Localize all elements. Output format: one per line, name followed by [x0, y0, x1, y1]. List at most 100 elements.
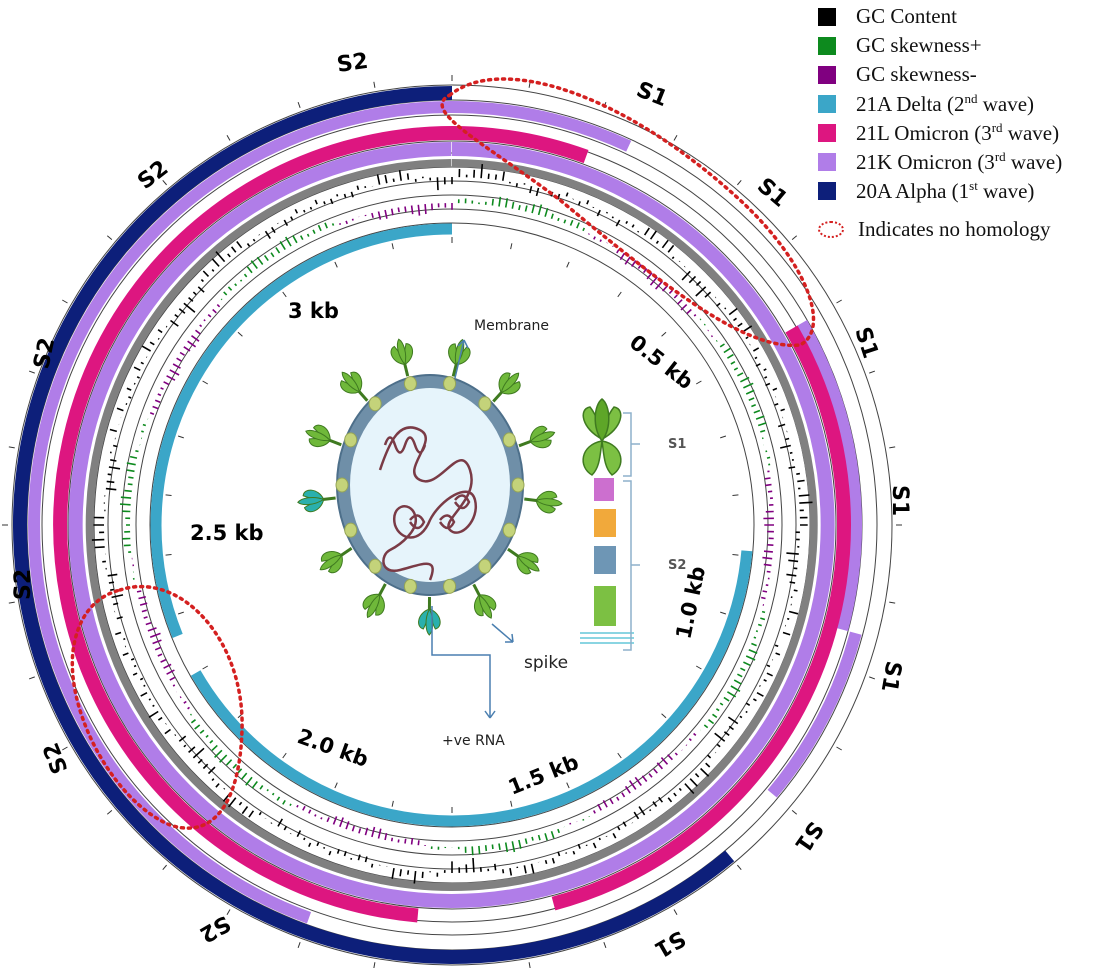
spike-petal — [305, 430, 332, 442]
membrane-protein-dot — [502, 432, 516, 448]
legend-label: GC Content — [856, 4, 957, 28]
spike-petal — [319, 554, 343, 571]
scale-tick — [391, 800, 394, 807]
spike-domain-orange — [594, 509, 616, 537]
segment-label-s1: S1 — [633, 77, 671, 112]
s2-domain-label: S2 — [668, 558, 686, 573]
virus-illustration: Membrane spike +ve RNA — [297, 318, 568, 749]
outer-tick — [226, 135, 231, 141]
s1-head — [582, 398, 622, 476]
gc-content-track — [91, 164, 813, 884]
scale-tick — [695, 380, 702, 385]
spike-petal — [516, 555, 540, 572]
omicron-21k-outer-segment — [767, 631, 862, 798]
outer-tick — [226, 909, 231, 915]
membrane-label: Membrane — [474, 318, 549, 334]
spike-petal — [478, 594, 493, 619]
membrane-protein-dot — [478, 396, 492, 412]
legend-item-20a-alpha: 20A Alpha (1st wave) — [818, 176, 1103, 205]
spike-proteins — [297, 338, 563, 636]
omicron-21k-segment — [796, 320, 862, 632]
segment-label-s1: S1 — [789, 817, 827, 857]
spike-protein-schematic: S1 S2 — [580, 398, 686, 651]
outer-tick — [836, 746, 842, 751]
scale-tick — [202, 380, 209, 385]
legend-label: 20A Alpha (1st wave) — [856, 177, 1035, 203]
scale-tick — [165, 494, 172, 497]
segment-label-s1: S1 — [876, 659, 906, 694]
membrane-protein-dot — [403, 578, 417, 594]
scale-tick — [510, 243, 513, 250]
delta-21a-track-top — [150, 223, 453, 638]
legend-item-21l-omicron: 21L Omicron (3rd wave) — [818, 118, 1103, 147]
legend-swatch — [818, 65, 836, 84]
outer-tick — [603, 942, 607, 949]
legend-swatch — [818, 7, 836, 26]
legend-swatch — [818, 36, 836, 55]
legend-item-gc-skew-positive: GC skewness+ — [818, 31, 1103, 60]
membrane-protein-dot — [403, 376, 417, 392]
segment-label-s1: S1 — [650, 925, 689, 962]
outer-tick — [297, 942, 301, 949]
outer-tick — [162, 864, 167, 871]
spike-petal — [535, 498, 563, 507]
outer-tick — [889, 601, 896, 604]
spike-petal — [454, 338, 465, 366]
scale-tick — [202, 665, 209, 670]
spike-petal — [366, 593, 381, 619]
outer-tick — [737, 864, 742, 871]
omicron-21k-outer-track — [28, 101, 632, 924]
spike-protein — [524, 490, 563, 514]
legend-item-gc-content: GC Content — [818, 2, 1103, 31]
scale-label-0.5kb: 0.5 kb — [625, 330, 698, 394]
spike-petal — [529, 431, 556, 443]
membrane-proteins — [335, 376, 525, 594]
segment-label-s2: S2 — [133, 156, 173, 195]
scale-tick — [617, 291, 622, 298]
outer-tick — [106, 810, 113, 815]
scale-tick — [177, 611, 184, 615]
no-homology-highlights — [70, 77, 816, 830]
segment-label-s2: S2 — [335, 49, 369, 78]
legend-item-21k-omicron: 21K Omicron (3rd wave) — [818, 147, 1103, 176]
legend-label: 21K Omicron (3rd wave) — [856, 148, 1063, 174]
segment-label-s2: S2 — [195, 910, 234, 947]
outer-tick — [106, 235, 113, 240]
membrane-protein-dot — [368, 396, 382, 412]
omicron-21l-track — [53, 126, 589, 923]
legend-swatch — [818, 123, 836, 142]
membrane-protein-dot — [335, 477, 349, 493]
spike-petal — [500, 372, 520, 394]
spike-protein — [319, 546, 353, 574]
gc-skew-negative-track — [131, 203, 774, 846]
viral-rna — [378, 426, 478, 581]
membrane-pointer-arrow — [454, 339, 469, 379]
scale-tick — [177, 435, 184, 439]
gc-base-track — [85, 159, 818, 891]
alpha-20a-track — [13, 86, 735, 964]
spike-petal — [297, 496, 325, 506]
legend-item-21a-delta: 21A Delta (2nd wave) — [818, 89, 1103, 118]
spike-protein — [507, 547, 540, 575]
membrane-protein-dot — [502, 522, 516, 538]
spike-petal — [396, 338, 407, 366]
outer-tick — [62, 746, 68, 751]
membrane-protein-dot — [478, 558, 492, 574]
no-homology-highlight-top — [440, 77, 816, 348]
segment-label-s1: S1 — [887, 485, 912, 516]
s1-bracket — [623, 412, 640, 477]
scale-tick — [165, 553, 172, 556]
scale-label-1.0kb: 1.0 kb — [671, 564, 710, 641]
legend: GC Content GC skewness+ GC skewness- 21A… — [818, 2, 1103, 242]
scale-tick — [695, 665, 702, 670]
scale-tick — [334, 782, 338, 789]
scale-tick — [617, 752, 622, 759]
spike-label: spike — [524, 653, 568, 673]
outer-tick — [28, 676, 35, 680]
scale-tick — [732, 494, 739, 497]
s2-bracket — [623, 480, 640, 651]
segment-label-s1: S1 — [849, 324, 882, 361]
outer-tick — [869, 676, 876, 680]
scale-tick — [566, 782, 570, 789]
